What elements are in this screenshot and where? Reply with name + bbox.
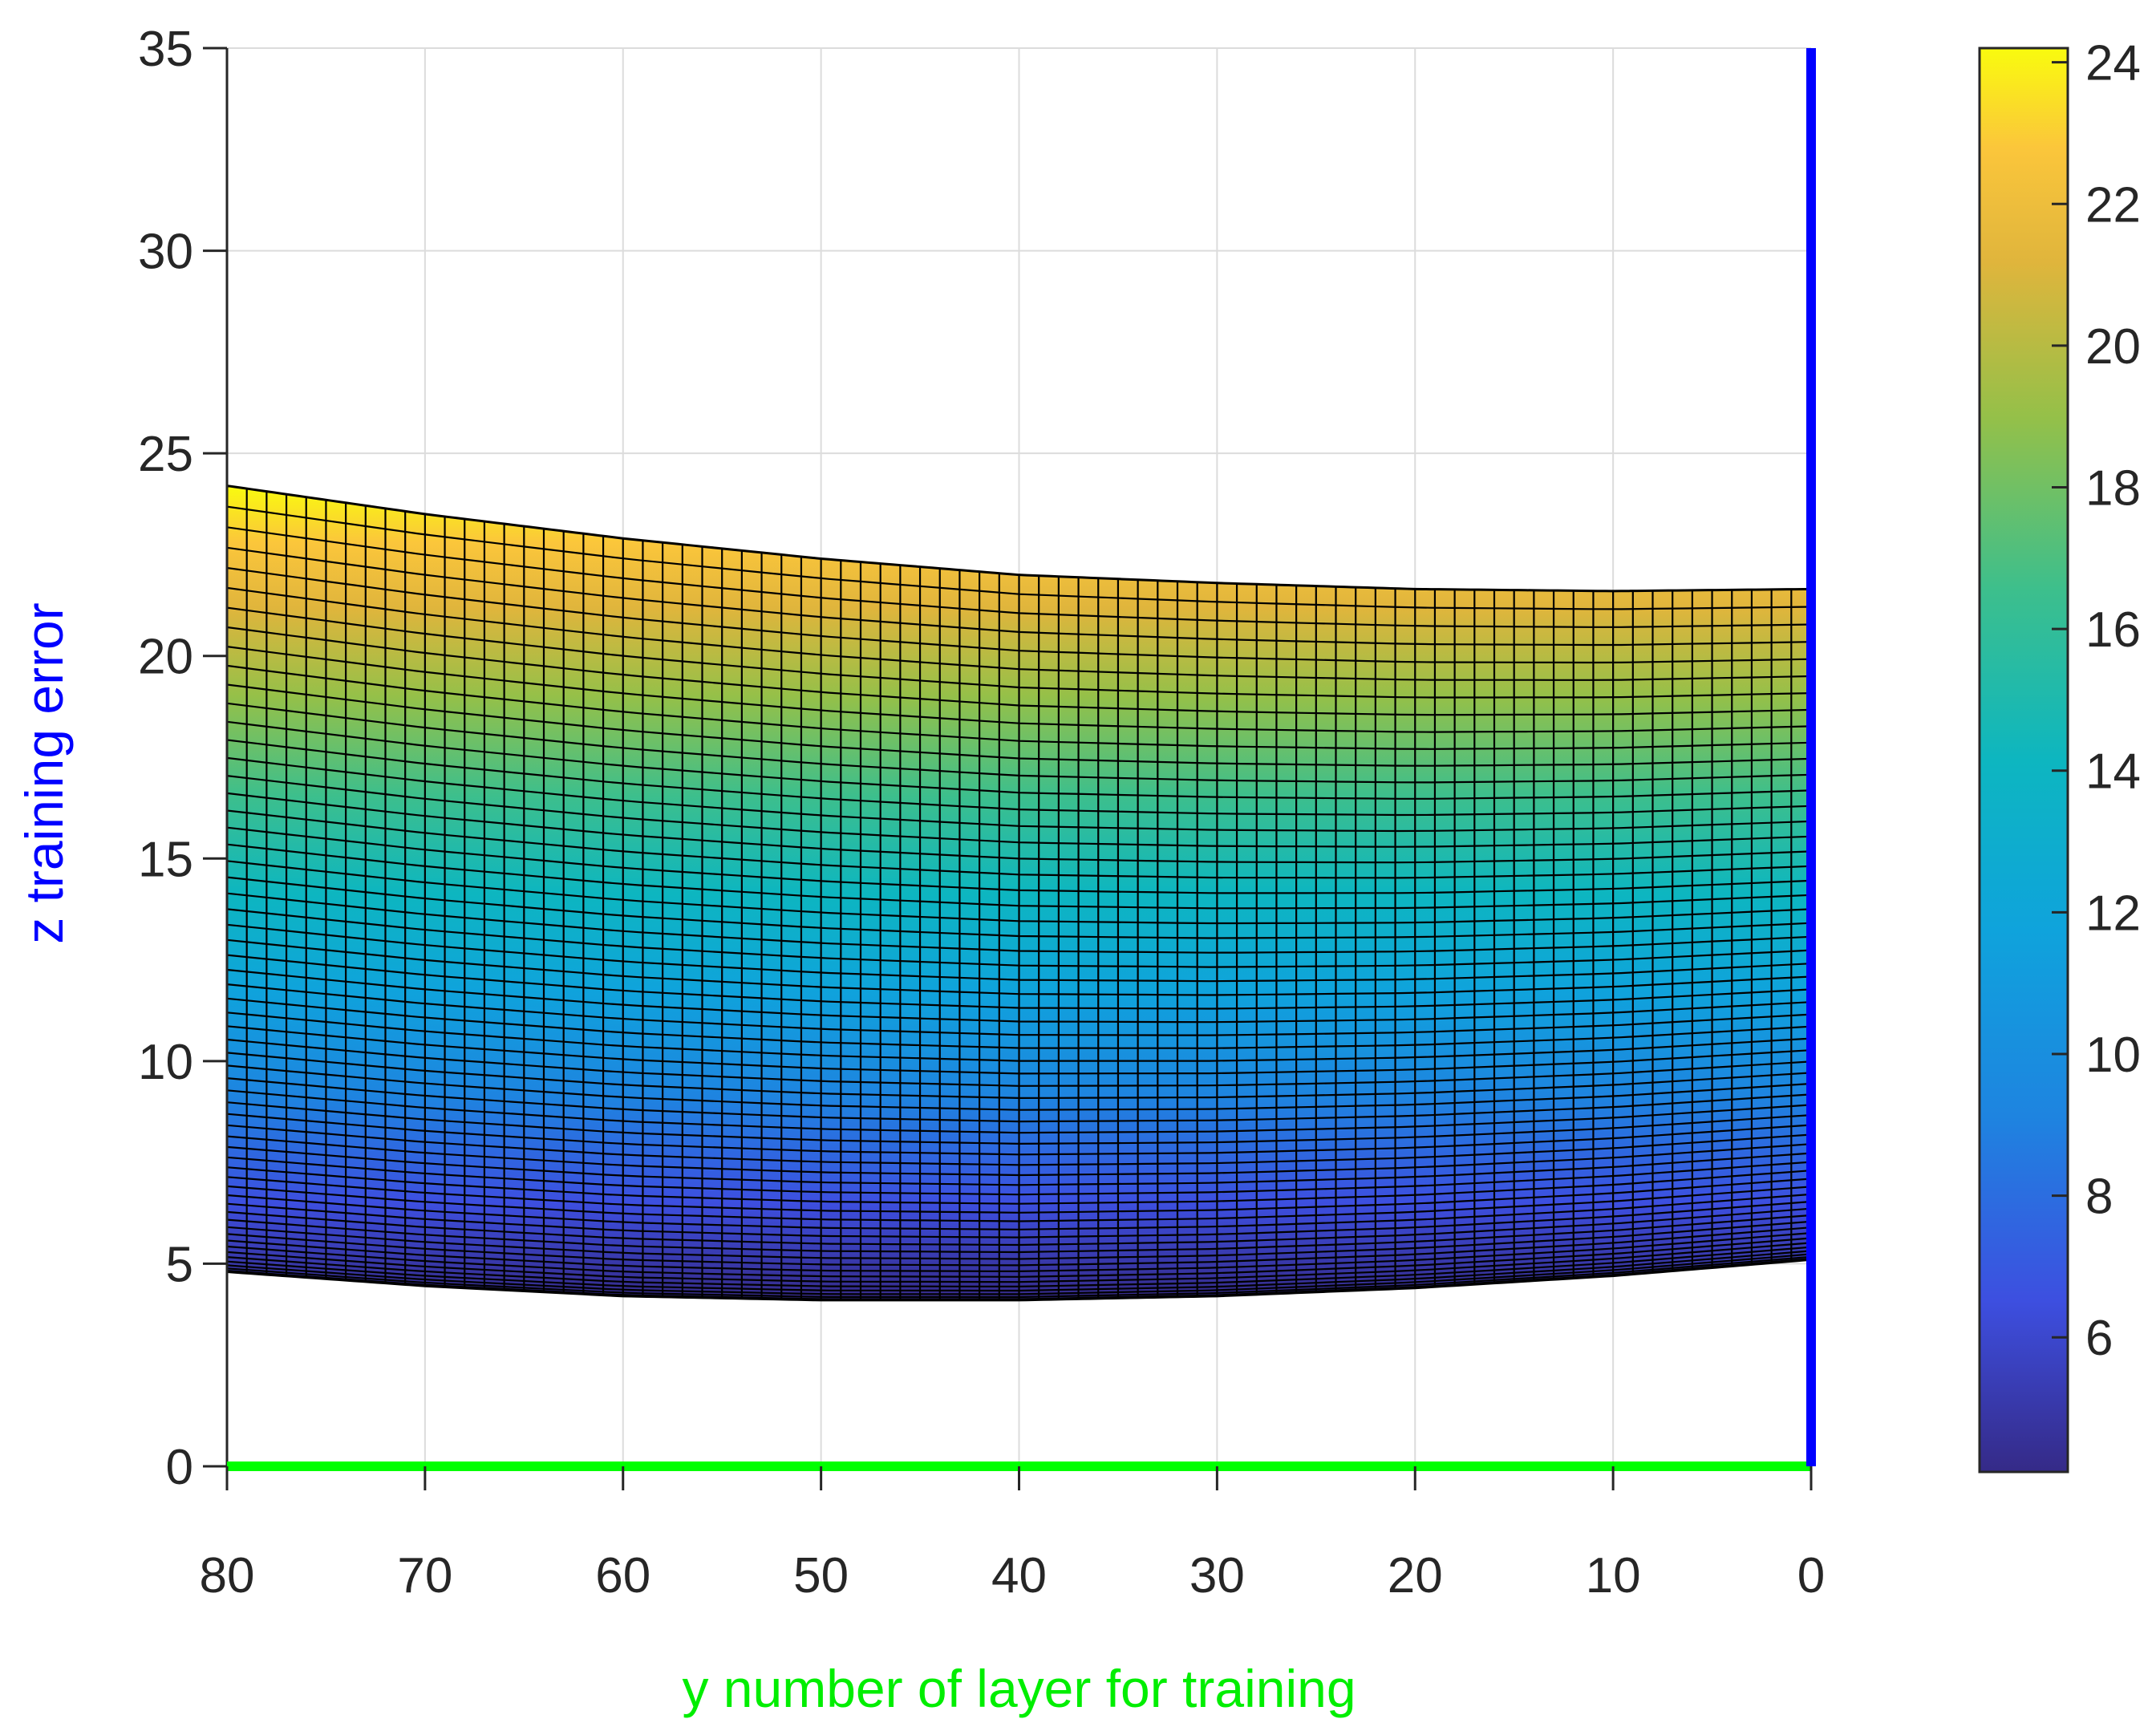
mesh-line-horizontal [227, 756, 1811, 833]
mesh-line-horizontal [227, 1207, 1811, 1247]
mesh-line-horizontal [227, 1200, 1811, 1238]
mesh-line-horizontal [227, 1253, 1811, 1295]
x-tick-label: 50 [793, 1548, 849, 1603]
mesh-line-horizontal [227, 546, 1811, 647]
x-tick-label: 40 [991, 1548, 1047, 1603]
colorbar-tick-label: 20 [2085, 319, 2141, 375]
mesh-line-horizontal [227, 826, 1811, 894]
mesh-line-horizontal [227, 968, 1811, 1024]
mesh-line-horizontal [227, 1089, 1811, 1134]
colorbar-gradient [1980, 48, 2068, 1472]
mesh-line-horizontal [227, 938, 1811, 996]
mesh-line-horizontal [227, 1077, 1811, 1123]
y-tick-label: 5 [166, 1237, 193, 1292]
surface-mesh [227, 485, 1811, 1300]
mesh-line-horizontal [227, 1237, 1811, 1278]
mesh-line-horizontal [227, 1176, 1811, 1214]
colorbar-frame [1978, 47, 2069, 1474]
mesh-line-horizontal [227, 775, 1811, 848]
mesh-line-horizontal [227, 892, 1811, 954]
mesh-line-horizontal [227, 1166, 1811, 1205]
mesh-line-horizontal [227, 606, 1811, 699]
colorbar-tick-label: 6 [2085, 1311, 2113, 1366]
x-tick-label: 10 [1586, 1548, 1641, 1603]
y-tick-label: 30 [138, 225, 193, 280]
mesh-line-horizontal [227, 664, 1811, 750]
mesh-line-horizontal [227, 1232, 1811, 1273]
mesh-line-horizontal [227, 683, 1811, 767]
mesh-line-horizontal [227, 646, 1811, 733]
mesh-line-horizontal [227, 1250, 1811, 1292]
mesh-line-horizontal [227, 1011, 1811, 1062]
mesh-line-horizontal [227, 908, 1811, 968]
mesh-line-horizontal [227, 1038, 1811, 1087]
colorbar-tick-label: 10 [2085, 1028, 2141, 1083]
y-tick-label: 20 [138, 630, 193, 685]
mesh-line-horizontal [227, 1226, 1811, 1267]
colorbar-tick-label: 8 [2085, 1170, 2113, 1225]
mesh-line-horizontal [227, 843, 1811, 910]
colorbar-tick-label: 16 [2085, 602, 2141, 658]
mesh-line-horizontal [227, 1156, 1811, 1196]
mesh-line-horizontal [227, 1064, 1811, 1111]
mesh-line-horizontal [227, 860, 1811, 925]
x-tick-label: 70 [397, 1548, 452, 1603]
colorbar: 6 8 10 12 14 16 18 20 22 24 [1978, 36, 2141, 1474]
tick-labels: 0 5 10 15 20 25 30 35 80 70 60 50 40 30 20 10 0 [138, 22, 1825, 1603]
mesh-line-horizontal [227, 1242, 1811, 1283]
mesh-line-horizontal [227, 1101, 1811, 1145]
mesh-line-horizontal [227, 566, 1811, 664]
mesh-line-horizontal [227, 997, 1811, 1049]
mesh-line-horizontal [227, 954, 1811, 1010]
mesh-line-horizontal [227, 1145, 1811, 1186]
mesh-line-horizontal [227, 1185, 1811, 1222]
colorbar-tick-label: 24 [2085, 36, 2141, 91]
colorbar-tick-label: 22 [2085, 177, 2141, 233]
y-tick-label: 35 [138, 22, 193, 77]
x-tick-label: 0 [1797, 1548, 1825, 1603]
mesh-line-horizontal [227, 1113, 1811, 1156]
mesh-line-horizontal [227, 876, 1811, 939]
mesh-line-horizontal [227, 626, 1811, 716]
mesh-line-horizontal [227, 1135, 1811, 1177]
surface [225, 484, 1813, 1302]
mesh-line-horizontal [227, 739, 1811, 817]
mesh-line-horizontal [227, 923, 1811, 983]
mesh-line-horizontal [227, 1124, 1811, 1166]
mesh-line-horizontal [227, 586, 1811, 681]
x-tick-label: 80 [200, 1548, 255, 1603]
x-tick-label: 60 [595, 1548, 650, 1603]
mesh-line-horizontal [227, 505, 1811, 610]
colorbar-tick-label: 18 [2085, 461, 2141, 517]
colorbar-tick-label: 14 [2085, 744, 2141, 800]
y-tick-label: 15 [138, 832, 193, 887]
x-axis-label: y number of layer for training [682, 1659, 1356, 1718]
y-tick-label: 25 [138, 427, 193, 482]
mesh-line-horizontal [227, 1025, 1811, 1075]
mesh-line-horizontal [227, 720, 1811, 800]
mesh-line-horizontal [227, 1052, 1811, 1100]
mesh-line-horizontal [227, 792, 1811, 864]
y-tick-label: 0 [166, 1440, 193, 1495]
mesh-line-horizontal [227, 1220, 1811, 1260]
mesh-line-horizontal [227, 1193, 1811, 1230]
mesh-line-horizontal [227, 702, 1811, 784]
mesh-line-horizontal [227, 1246, 1811, 1288]
mesh-line-horizontal [227, 526, 1811, 628]
mesh-line-horizontal [227, 1255, 1811, 1299]
x-tick-label: 20 [1388, 1548, 1443, 1603]
mesh-line-horizontal [227, 983, 1811, 1036]
colorbar-tick-label: 12 [2085, 886, 2141, 941]
x-tick-label: 30 [1189, 1548, 1245, 1603]
y-tick-label: 10 [138, 1035, 193, 1090]
mesh-line-horizontal [227, 809, 1811, 879]
y-axis-label: z training error [14, 602, 74, 944]
mesh-line-horizontal [227, 1214, 1811, 1254]
